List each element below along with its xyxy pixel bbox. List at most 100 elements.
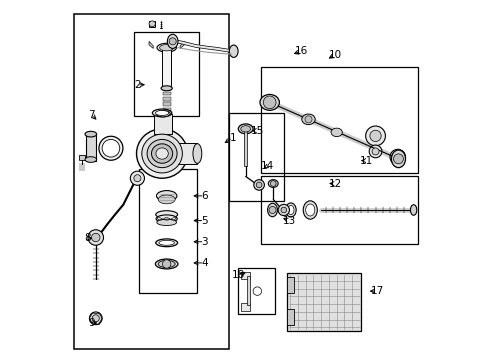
Ellipse shape bbox=[155, 111, 169, 116]
Bar bbox=[163, 92, 171, 95]
Ellipse shape bbox=[142, 134, 182, 173]
Text: 14: 14 bbox=[261, 161, 274, 171]
Ellipse shape bbox=[158, 195, 175, 204]
Bar bbox=[86, 134, 96, 161]
Circle shape bbox=[89, 312, 102, 325]
Bar bbox=[79, 155, 85, 159]
Ellipse shape bbox=[238, 124, 253, 134]
Text: 5: 5 bbox=[201, 216, 208, 226]
Bar bbox=[163, 48, 171, 86]
Text: 18: 18 bbox=[231, 270, 245, 280]
Ellipse shape bbox=[260, 94, 279, 110]
Bar bbox=[287, 273, 362, 331]
Text: 2: 2 bbox=[134, 80, 141, 90]
Bar bbox=[169, 143, 197, 164]
Ellipse shape bbox=[155, 259, 178, 269]
Bar bbox=[287, 310, 294, 325]
Text: 16: 16 bbox=[295, 46, 308, 56]
Circle shape bbox=[163, 260, 171, 268]
Circle shape bbox=[256, 182, 262, 188]
Bar bbox=[247, 276, 249, 305]
Ellipse shape bbox=[156, 148, 168, 159]
Text: 6: 6 bbox=[201, 191, 208, 201]
Text: 12: 12 bbox=[328, 179, 342, 189]
Ellipse shape bbox=[156, 215, 177, 223]
Ellipse shape bbox=[392, 150, 406, 168]
Text: 17: 17 bbox=[370, 286, 384, 296]
Bar bbox=[229, 113, 284, 201]
Text: 10: 10 bbox=[328, 50, 342, 60]
Text: 9: 9 bbox=[88, 318, 95, 328]
Ellipse shape bbox=[411, 205, 417, 215]
Ellipse shape bbox=[149, 21, 155, 27]
Circle shape bbox=[270, 181, 276, 186]
Bar bbox=[261, 176, 418, 243]
Circle shape bbox=[281, 207, 287, 213]
Bar bbox=[242, 303, 250, 311]
Ellipse shape bbox=[286, 203, 296, 217]
Text: 7: 7 bbox=[88, 110, 95, 120]
Circle shape bbox=[130, 171, 145, 185]
Ellipse shape bbox=[156, 239, 177, 247]
Ellipse shape bbox=[151, 144, 172, 163]
Bar bbox=[163, 86, 171, 90]
Bar bbox=[134, 32, 199, 117]
Circle shape bbox=[169, 38, 176, 45]
Circle shape bbox=[253, 287, 262, 295]
Circle shape bbox=[92, 315, 99, 322]
Bar bbox=[163, 102, 171, 106]
Ellipse shape bbox=[102, 139, 120, 157]
Circle shape bbox=[134, 175, 141, 182]
Ellipse shape bbox=[168, 34, 178, 48]
Bar bbox=[163, 113, 171, 117]
Ellipse shape bbox=[99, 136, 123, 160]
Bar bbox=[163, 97, 171, 100]
Text: 15: 15 bbox=[251, 126, 264, 136]
Ellipse shape bbox=[85, 157, 97, 162]
Ellipse shape bbox=[147, 139, 177, 168]
Circle shape bbox=[305, 116, 312, 123]
Circle shape bbox=[254, 180, 265, 190]
Ellipse shape bbox=[331, 128, 343, 136]
Circle shape bbox=[370, 130, 381, 141]
Bar bbox=[261, 67, 418, 173]
Circle shape bbox=[366, 126, 386, 146]
Text: 1: 1 bbox=[229, 133, 236, 143]
Ellipse shape bbox=[158, 260, 175, 267]
Circle shape bbox=[390, 149, 406, 165]
Ellipse shape bbox=[303, 201, 318, 219]
Ellipse shape bbox=[157, 43, 176, 52]
Ellipse shape bbox=[306, 204, 315, 216]
Polygon shape bbox=[149, 41, 153, 48]
Ellipse shape bbox=[156, 190, 177, 201]
Circle shape bbox=[263, 96, 276, 109]
Ellipse shape bbox=[241, 126, 251, 132]
Text: 13: 13 bbox=[282, 216, 296, 226]
Ellipse shape bbox=[302, 114, 315, 125]
Polygon shape bbox=[180, 41, 184, 48]
Ellipse shape bbox=[157, 219, 176, 225]
Bar bbox=[149, 21, 155, 27]
Circle shape bbox=[92, 233, 100, 242]
Text: 8: 8 bbox=[85, 233, 91, 243]
Ellipse shape bbox=[193, 144, 202, 163]
Circle shape bbox=[372, 148, 379, 155]
Bar bbox=[139, 170, 197, 293]
Bar bbox=[287, 277, 294, 293]
Ellipse shape bbox=[161, 86, 172, 91]
Ellipse shape bbox=[152, 109, 172, 117]
Circle shape bbox=[269, 207, 276, 213]
Circle shape bbox=[393, 154, 403, 164]
Ellipse shape bbox=[269, 180, 278, 188]
Bar bbox=[238, 268, 275, 314]
Text: 11: 11 bbox=[360, 156, 373, 166]
Ellipse shape bbox=[156, 211, 177, 219]
Circle shape bbox=[88, 230, 103, 245]
Ellipse shape bbox=[137, 129, 188, 178]
Bar bbox=[163, 108, 171, 111]
Bar bbox=[154, 114, 172, 134]
Bar bbox=[244, 131, 247, 166]
Ellipse shape bbox=[288, 206, 294, 215]
Text: 4: 4 bbox=[201, 258, 208, 268]
Ellipse shape bbox=[159, 240, 174, 245]
